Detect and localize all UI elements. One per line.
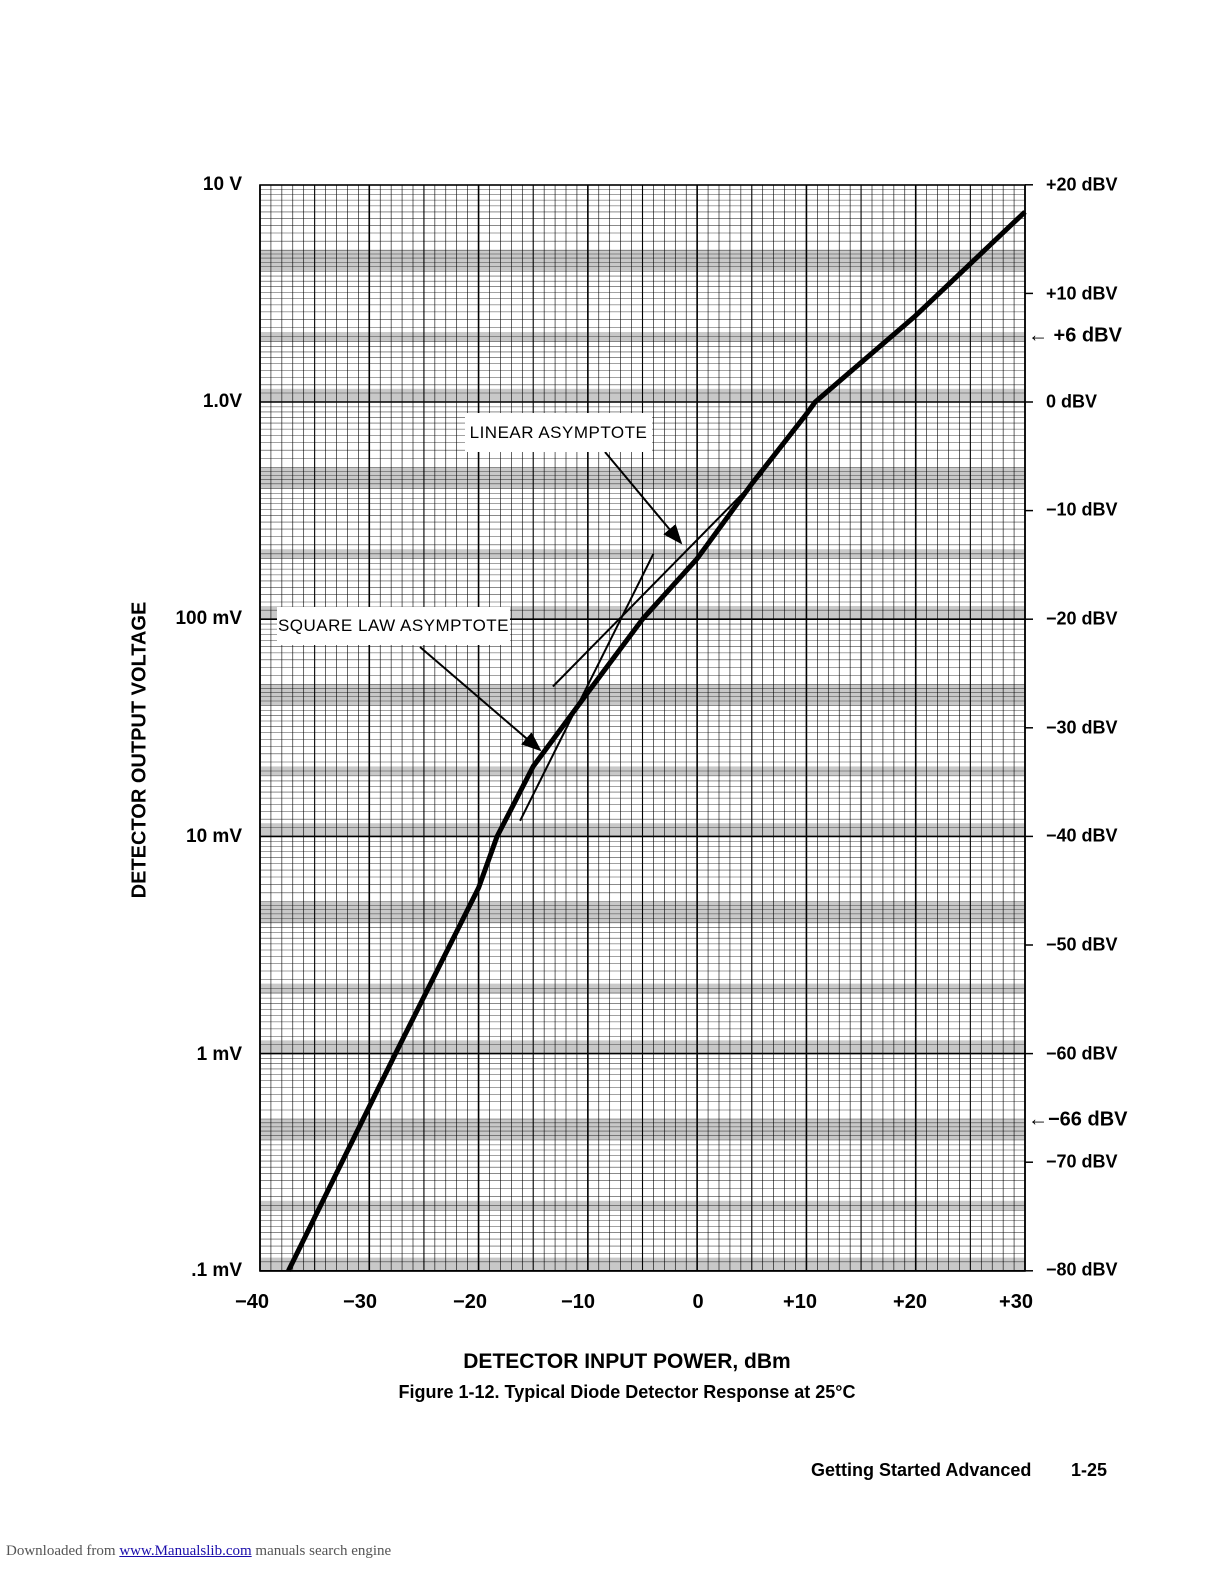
y-tick-label: 10 mV [186, 826, 242, 847]
dbv-tick-label: −80 dBV [1046, 1259, 1118, 1280]
download-prefix: Downloaded from [6, 1543, 116, 1559]
linear-asymptote-line [552, 472, 764, 688]
linear-asymptote-arrow [604, 451, 683, 545]
x-tick-label: −40 [235, 1291, 269, 1313]
dbv-tick-label: −60 dBV [1046, 1043, 1118, 1064]
dbv-tick-label: −30 dBV [1046, 717, 1118, 738]
dbv-marker-minus66: ←−66 dBV [1028, 1108, 1128, 1131]
dbv-tick-label: +10 dBV [1046, 283, 1118, 304]
y-tick-label: .1 mV [191, 1260, 242, 1281]
x-tick-label: +10 [783, 1291, 817, 1313]
y-tick-label: 1.0V [202, 391, 242, 412]
page-number: 1-25 [1071, 1460, 1108, 1480]
square-law-asymptote-line [519, 553, 655, 822]
footer-section: Getting Started Advanced [811, 1460, 1032, 1480]
dbv-marker-plus6: ← +6 dBV [1028, 324, 1122, 347]
square-law-asymptote-label: SQUARE LAW ASYMPTOTE [277, 607, 510, 645]
download-footer: Downloaded from www.Manualslib.com manua… [6, 1543, 391, 1560]
x-tick-label: +30 [999, 1291, 1033, 1313]
x-tick-label: −30 [343, 1291, 377, 1313]
detector-response-curve [286, 210, 1027, 1272]
x-tick-label: −20 [453, 1291, 487, 1313]
download-suffix: manuals search engine [255, 1543, 392, 1559]
dbv-tick-label: −10 dBV [1046, 499, 1118, 520]
x-axis-title: DETECTOR INPUT POWER, dBm [463, 1350, 791, 1373]
dbv-tick-label: −50 dBV [1046, 934, 1118, 955]
linear-asymptote-label: LINEAR ASYMPTOTE [465, 413, 652, 452]
x-tick-label: +20 [893, 1291, 927, 1313]
dbv-tick-label: +20 dBV [1046, 174, 1118, 195]
dbv-tick-label: −70 dBV [1046, 1151, 1118, 1172]
x-tick-label: −10 [561, 1291, 595, 1313]
dbv-tick-label: −20 dBV [1046, 608, 1118, 629]
square-law-asymptote-arrow [419, 646, 542, 752]
dbv-tick-label: −40 dBV [1046, 825, 1118, 846]
y-tick-label: 10 V [202, 174, 242, 195]
x-tick-label: 0 [692, 1291, 704, 1313]
y-tick-label: 100 mV [175, 608, 242, 629]
dbv-tick-label: 0 dBV [1046, 391, 1098, 412]
figure-caption: Figure 1-12. Typical Diode Detector Resp… [398, 1382, 856, 1402]
y-tick-label: 1 mV [196, 1044, 242, 1065]
y-axis-title: DETECTOR OUTPUT VOLTAGE [128, 601, 151, 899]
manualslib-link[interactable]: www.Manualslib.com [119, 1543, 252, 1559]
